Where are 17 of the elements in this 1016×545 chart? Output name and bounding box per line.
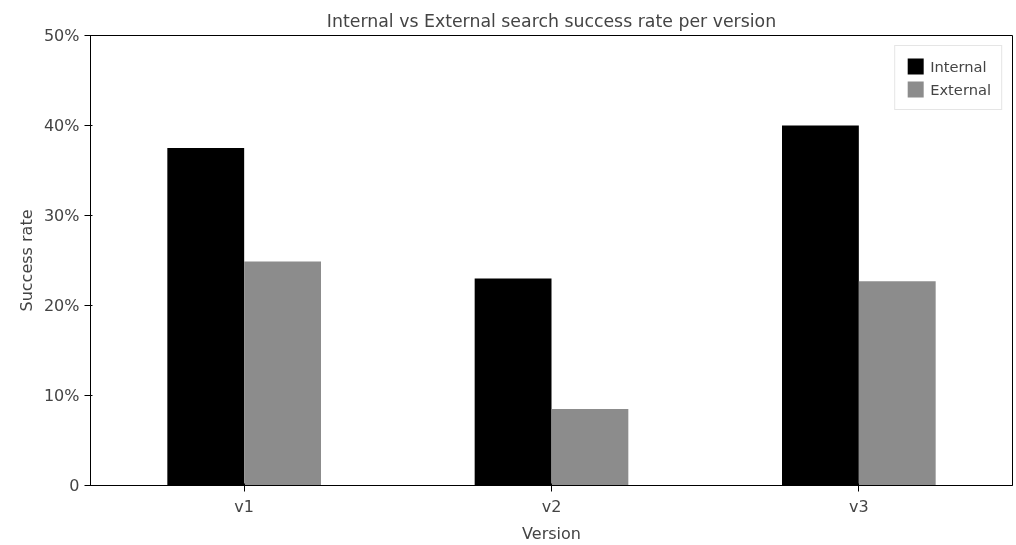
y-tick-label: 0 [69, 476, 80, 495]
y-tick-label: 20% [43, 296, 80, 315]
x-tick-label: v3 [849, 496, 869, 516]
y-axis-title: Success rate [16, 209, 36, 312]
chart-title: Internal vs External search success rate per version [326, 10, 777, 31]
x-axis-title: Version [522, 523, 581, 543]
bar [858, 281, 936, 486]
legend-label: External [930, 80, 991, 98]
x-tick-label: v2 [541, 496, 562, 516]
bar [244, 261, 321, 486]
y-tick-label: 40% [43, 116, 80, 135]
y-tick-label: 30% [43, 206, 80, 225]
x-tick-label: v1 [234, 496, 254, 516]
y-tick-label: 10% [43, 386, 80, 405]
y-tick-label: 50% [43, 26, 80, 45]
bar [551, 409, 629, 486]
legend-label: Internal [930, 57, 987, 75]
